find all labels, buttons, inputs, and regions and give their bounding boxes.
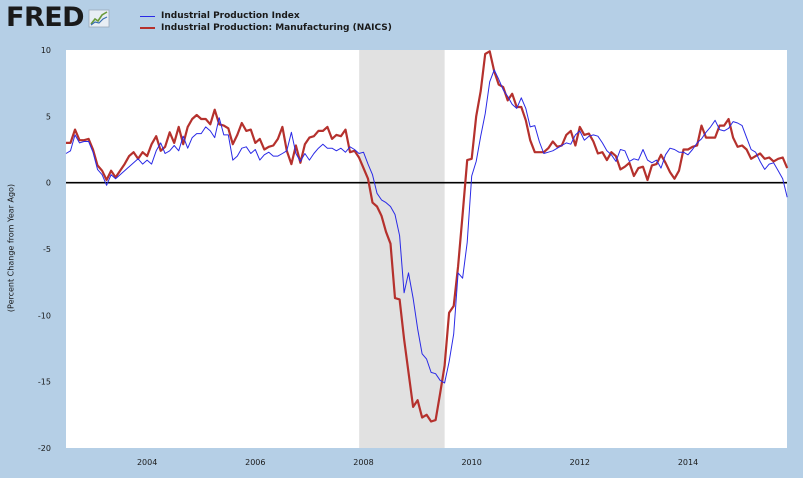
y-tick-label: -20 <box>38 444 51 453</box>
legend-item[interactable]: Industrial Production Index <box>140 10 392 22</box>
x-tick-label: 2012 <box>570 458 590 467</box>
legend-swatch-ipi <box>140 15 155 17</box>
logo-text: FRED <box>6 2 85 33</box>
series-line-industrial-production <box>65 69 788 384</box>
y-tick-label: -15 <box>38 378 51 387</box>
y-tick-label: 10 <box>41 46 51 55</box>
y-tick-label: -5 <box>43 245 51 254</box>
y-tick-label: -10 <box>38 311 51 320</box>
legend-item[interactable]: Industrial Production: Manufacturing (NA… <box>140 22 392 34</box>
legend-label-manufacturing: Industrial Production: Manufacturing (NA… <box>161 23 392 33</box>
x-tick-label: 2008 <box>353 458 373 467</box>
x-tick-label: 2010 <box>461 458 481 467</box>
x-tick-label: 2006 <box>245 458 265 467</box>
y-tick-label: 0 <box>46 179 51 188</box>
legend-label-ipi: Industrial Production Index <box>161 11 300 21</box>
chart-legend: Industrial Production Index Industrial P… <box>140 10 392 34</box>
y-tick-label: 5 <box>46 112 51 121</box>
line-chart-icon <box>88 9 110 28</box>
legend-swatch-manufacturing <box>140 27 155 29</box>
recession-band <box>359 50 445 448</box>
x-tick-label: 2004 <box>137 458 157 467</box>
x-tick-label: 2014 <box>678 458 698 467</box>
fred-logo[interactable]: FRED <box>6 3 110 33</box>
series-line-manufacturing <box>66 50 789 423</box>
